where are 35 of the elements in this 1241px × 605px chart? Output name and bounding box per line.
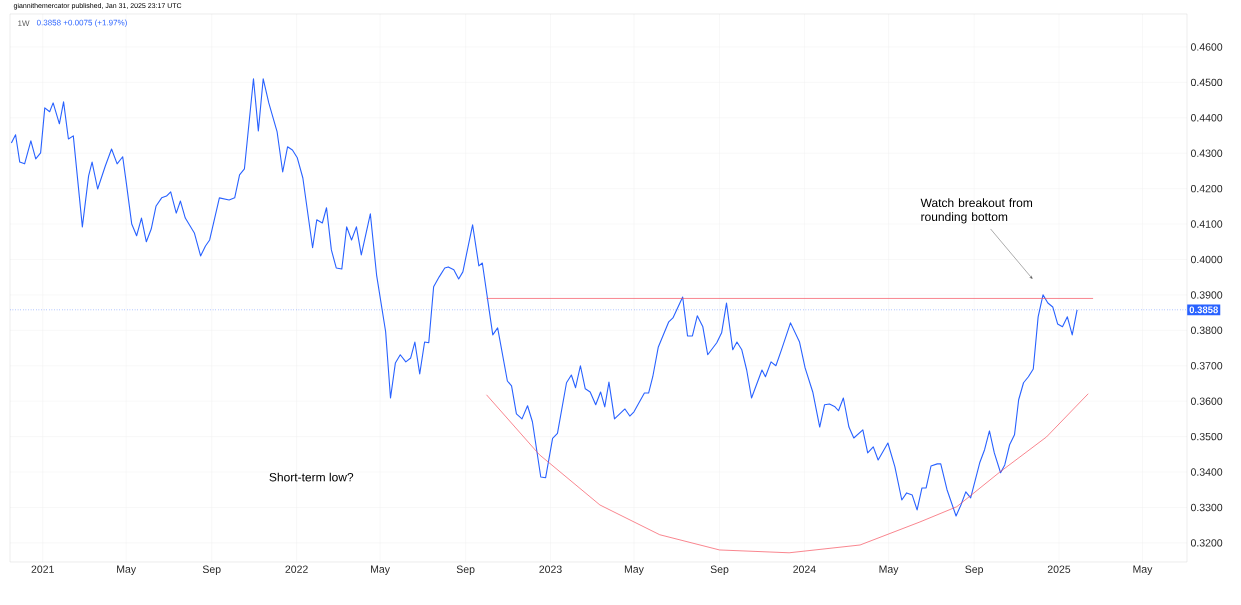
x-tick-label: 2024 [793,565,816,573]
y-tick-label: 0.3700 [1190,362,1223,370]
line-series [486,393,1089,554]
ref-line-label: 0.3858 [1189,306,1218,314]
x-tick-label: May [117,565,137,575]
x-tick-label: Sep [456,565,475,576]
y-tick-label: 0.4000 [1190,255,1223,264]
x-tick-label: 2021 [31,565,54,573]
x-tick-label: May [624,565,644,575]
text: 1W [18,20,30,27]
y-tick-label: 0.3900 [1190,291,1223,299]
y-tick-label: 0.4100 [1190,220,1223,228]
y-tick-label: 0.3800 [1190,326,1223,335]
y-tick-label: 0.4200 [1190,184,1223,193]
x-tick-label: Sep [202,565,221,576]
y-tick-label: 0.3400 [1190,468,1223,476]
y-tick-label: 0.3300 [1190,503,1223,512]
y-tick-label: 0.3600 [1190,397,1223,405]
x-tick-label: May [1133,565,1153,575]
x-tick-label: Sep [710,565,729,576]
y-tick-label: 0.4600 [1190,43,1223,51]
x-tick-label: Sep [965,565,984,576]
x-tick-label: 2022 [285,565,308,573]
x-tick-label: May [371,565,390,575]
y-tick-label: 0.4300 [1190,149,1223,157]
x-tick-label: May [879,565,899,575]
y-tick-label: 0.4400 [1190,114,1223,122]
y-tick-label: 0.3500 [1190,432,1223,441]
y-tick-label: 0.4500 [1190,78,1223,87]
annotation: Short-term low? [269,472,354,482]
x-tick-label: 2023 [539,565,562,573]
x-tick-label: 2025 [1047,565,1071,573]
y-tick-label: 0.3200 [1190,539,1223,547]
annotation: Watch breakout from rounding bottom [920,198,1033,224]
text: 0.3858 +0.0075 (+1.97%) [36,19,127,28]
